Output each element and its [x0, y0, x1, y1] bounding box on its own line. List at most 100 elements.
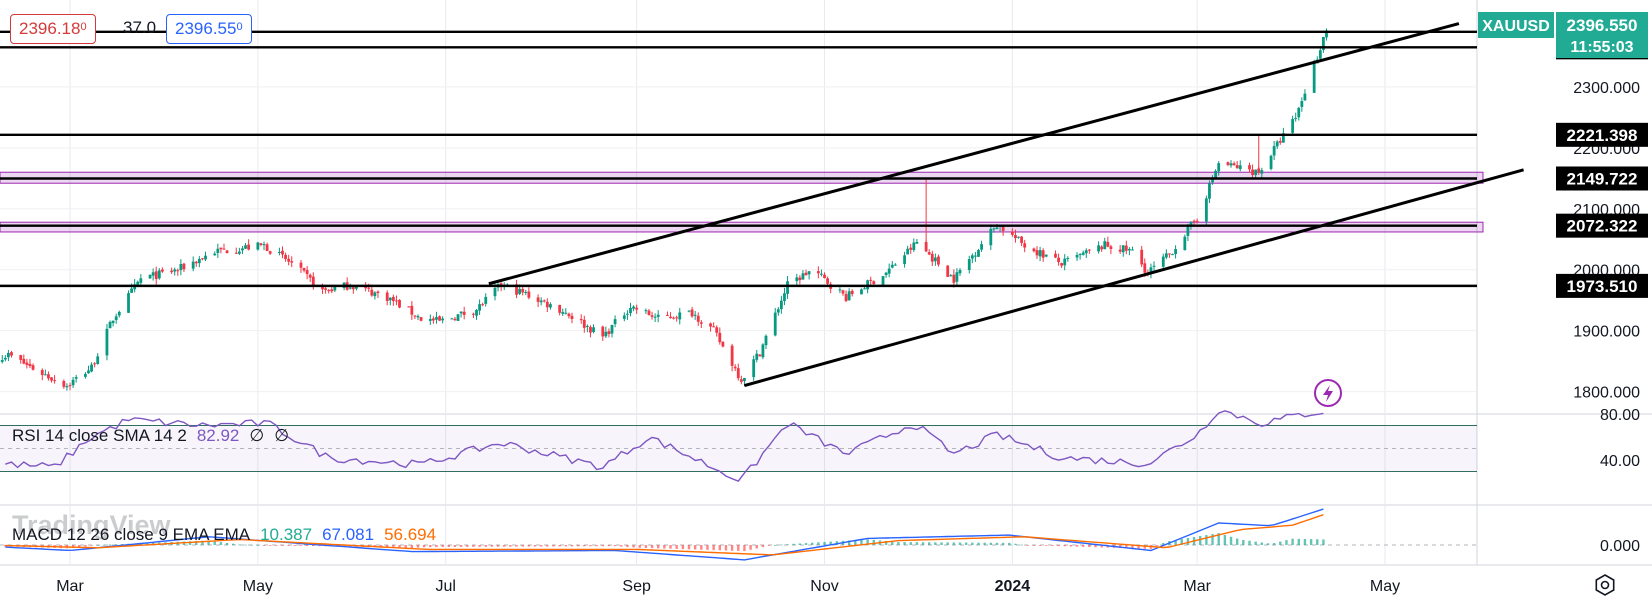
candle-body [912, 242, 916, 250]
macd-histogram-bar [1137, 545, 1140, 549]
candle-body [909, 247, 913, 250]
candle [804, 269, 808, 276]
candle [1254, 169, 1258, 178]
candle-body [764, 335, 768, 346]
candle-body [604, 331, 608, 337]
macd-histogram-bar [995, 542, 999, 545]
macd-histogram-bar [1075, 545, 1079, 547]
candle-body [438, 316, 441, 321]
candle [160, 267, 164, 273]
lightning-icon[interactable] [1314, 379, 1342, 407]
candle-body [545, 301, 549, 308]
macd-histogram-bar [250, 544, 253, 546]
macd-histogram-bar [700, 545, 703, 550]
candle [564, 308, 568, 315]
macd-histogram-bar [934, 542, 937, 545]
candle [678, 307, 682, 325]
candle [1161, 253, 1165, 270]
macd-histogram-bar [1303, 538, 1307, 545]
macd-histogram-bar [1322, 539, 1325, 545]
candle-body [518, 288, 522, 294]
candle-body [1109, 246, 1113, 249]
candle [952, 269, 956, 288]
candle-body [733, 366, 737, 369]
macd-histogram-bar [410, 545, 414, 549]
candle-body [678, 312, 682, 320]
candle-body [906, 248, 910, 255]
candle [807, 271, 811, 280]
candle-body [881, 276, 885, 285]
trendline[interactable] [744, 168, 1524, 387]
macd-histogram-bar [977, 542, 980, 545]
macd-histogram-bar [1162, 542, 1165, 545]
candle [647, 309, 651, 316]
macd-histogram-bar [921, 542, 925, 545]
macd-histogram-bar [810, 542, 814, 545]
rsi-line [5, 410, 1324, 482]
candle [333, 286, 337, 293]
candle-body [219, 247, 223, 250]
candle [237, 247, 241, 256]
candle [431, 316, 435, 324]
candle-body [798, 277, 802, 281]
macd-histogram-bar [256, 544, 260, 546]
candle [419, 316, 423, 322]
candle-body [539, 300, 543, 303]
candle-body [31, 365, 35, 370]
candle [992, 227, 996, 233]
macd-histogram-bar [1174, 540, 1177, 545]
candle [1124, 240, 1128, 255]
price-axis-label: 1800.000 [1573, 385, 1640, 402]
macd-histogram-bar [552, 545, 555, 547]
candle [438, 315, 441, 322]
candle [739, 375, 743, 385]
candle [764, 334, 768, 349]
candle [730, 343, 734, 372]
candle [801, 269, 805, 280]
macd-histogram-bar [1057, 545, 1060, 547]
last-price-tag[interactable]: 2396.550 11:55:03 [1556, 12, 1648, 58]
candle-body [1100, 246, 1104, 250]
macd-histogram-bar [743, 545, 746, 552]
tradingview-watermark: TradingView [12, 510, 172, 540]
candle-body [977, 250, 980, 257]
candle [958, 268, 962, 276]
candle-body [776, 309, 780, 313]
trendline[interactable] [488, 22, 1460, 286]
candle-body [1161, 256, 1165, 267]
ask-price-box[interactable]: 2396.550 [166, 14, 252, 44]
candle [22, 354, 26, 365]
bid-price-box[interactable]: 2396.180 [10, 14, 96, 44]
candle [1208, 180, 1211, 204]
settings-icon[interactable] [1595, 574, 1615, 596]
candle [1248, 162, 1251, 173]
macd-histogram-bar [90, 545, 93, 546]
candle-body [25, 362, 29, 365]
candle [395, 295, 398, 306]
candle-body [915, 242, 919, 244]
candle [884, 271, 888, 278]
candle [629, 302, 632, 317]
macd-header-label: MACD 12 26 close 9 EMA EMA [12, 525, 251, 544]
candle-body [1149, 267, 1153, 274]
candle-body [0, 360, 4, 362]
horizontal-levels[interactable] [0, 30, 1477, 288]
candle-body [1300, 101, 1304, 107]
candle-body [930, 253, 934, 262]
candle-body [484, 296, 488, 304]
macd-histogram-bar [503, 545, 506, 547]
time-axis-label: May [243, 578, 273, 595]
candle [545, 298, 549, 313]
candle [213, 251, 217, 256]
candle [718, 327, 722, 345]
trendlines[interactable] [488, 22, 1524, 387]
candle-body [524, 291, 528, 293]
candle-body [779, 300, 783, 310]
candle [549, 302, 552, 310]
candle [1044, 254, 1048, 258]
macd-histogram-bar [1088, 545, 1091, 548]
candle-body [709, 323, 712, 327]
candle-body [130, 288, 133, 293]
candle [1278, 137, 1282, 145]
